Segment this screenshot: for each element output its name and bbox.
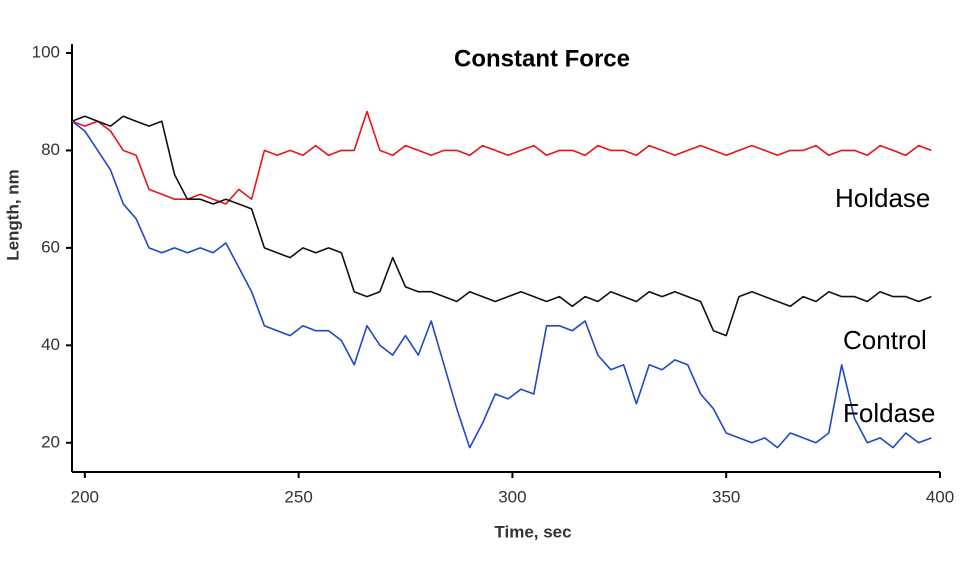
y-tick-label: 100 (32, 42, 60, 61)
series-label: Holdase (835, 183, 930, 213)
x-axis-label: Time, sec (494, 522, 571, 541)
y-tick-label: 20 (41, 432, 60, 451)
series-label: Control (843, 325, 927, 355)
y-tick-label: 80 (41, 140, 60, 159)
series-line (71, 120, 932, 449)
series-line (71, 115, 932, 337)
series-label: Foldase (843, 398, 936, 428)
x-tick-label: 250 (284, 487, 312, 506)
y-axis-label: Length, nm (3, 169, 22, 261)
x-tick-label: 300 (498, 487, 526, 506)
series-line (71, 110, 932, 205)
x-tick-label: 350 (712, 487, 740, 506)
y-tick-label: 60 (41, 237, 60, 256)
chart-title: Constant Force (454, 45, 630, 72)
x-tick-label: 200 (71, 487, 99, 506)
y-tick-label: 40 (41, 335, 60, 354)
x-tick-label: 400 (926, 487, 954, 506)
